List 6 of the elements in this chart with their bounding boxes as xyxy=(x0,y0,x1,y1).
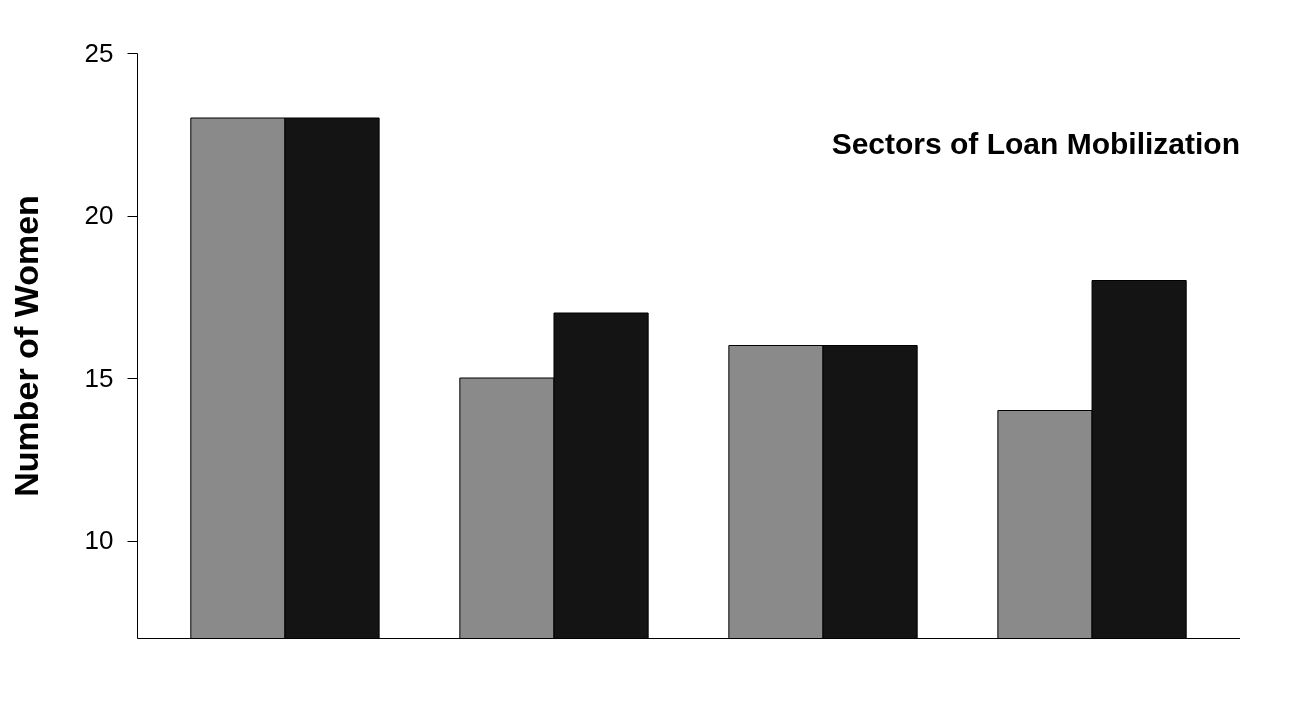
y-tick-label: 10 xyxy=(84,525,114,555)
y-tick-label: 20 xyxy=(84,200,114,230)
text: Sectors of Loan Mobilization xyxy=(831,127,1240,160)
y-axis-title: Number of Women xyxy=(6,195,45,497)
y-tick-label: 25 xyxy=(84,37,114,68)
y-tick-label: 15 xyxy=(84,362,114,393)
